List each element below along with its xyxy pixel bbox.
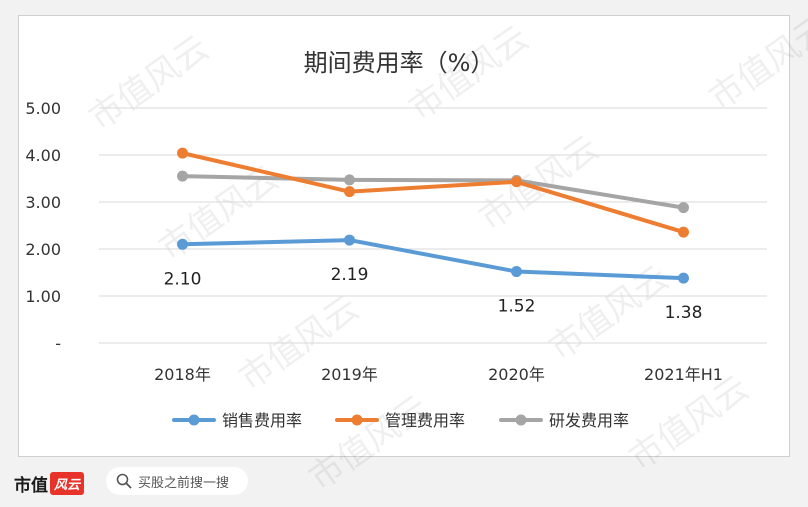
x-axis-ticks: 2018年 2019年 2020年 2021年H1: [154, 365, 723, 384]
y-tick-label: 3.00: [25, 193, 61, 212]
series-line: [180, 151, 686, 235]
y-axis-ticks: - 1.00 2.00 3.00 4.00 5.00: [25, 99, 61, 353]
data-point: [177, 238, 188, 250]
data-point: [511, 176, 522, 188]
data-point: [344, 174, 355, 186]
legend-label: 研发费用率: [549, 411, 629, 430]
data-point: [344, 234, 355, 246]
search-box[interactable]: 买股之前搜一搜: [106, 467, 248, 495]
legend: 销售费用率 管理费用率 研发费用率: [172, 411, 629, 430]
brand-logo: 市值 风云: [14, 470, 85, 496]
legend-swatch-marker: [351, 414, 363, 426]
data-label: 1.38: [665, 303, 703, 323]
y-tick-label: 1.00: [25, 287, 61, 306]
logo-text: 市值: [14, 475, 48, 496]
data-point: [511, 266, 522, 278]
data-label: 2.10: [164, 269, 202, 289]
series-line: [180, 238, 686, 281]
search-icon: [116, 473, 132, 489]
legend-label: 管理费用率: [385, 411, 465, 430]
data-point: [177, 170, 188, 182]
chart-title: 期间费用率（%）: [304, 49, 495, 77]
series-lines: [177, 147, 689, 284]
legend-label: 销售费用率: [222, 411, 302, 430]
legend-swatch-marker: [515, 414, 527, 426]
gridlines: [99, 107, 767, 344]
x-tick-label: 2021年H1: [644, 365, 723, 384]
x-tick-label: 2018年: [154, 365, 211, 384]
line-chart: 期间费用率（%） - 1.00 2.00 3.00 4.00 5.00 2018年 2019…: [25, 49, 767, 430]
data-label: 1.52: [498, 297, 536, 317]
y-tick-label: -: [55, 334, 61, 353]
x-tick-label: 2019年: [321, 365, 378, 384]
x-tick-label: 2020年: [488, 365, 545, 384]
data-point: [344, 186, 355, 198]
data-label: 2.19: [331, 265, 369, 285]
y-tick-label: 2.00: [25, 240, 61, 259]
footer-bar: 市值 风云 买股之前搜一搜: [0, 460, 808, 507]
data-point: [678, 272, 689, 284]
y-tick-label: 4.00: [25, 146, 61, 165]
data-point: [678, 226, 689, 238]
data-point: [678, 202, 689, 214]
series-line: [180, 174, 686, 210]
legend-swatch-marker: [188, 414, 200, 426]
data-labels: 2.10 2.19 1.52 1.38: [164, 265, 703, 323]
search-label: 买股之前搜一搜: [138, 475, 230, 491]
chart-frame: 市值风云 市值风云 市值风云 市值风云 市值风云 市值风云 市值风云 市值风云 …: [18, 8, 808, 499]
logo-badge: 风云: [50, 471, 85, 495]
data-point: [177, 147, 188, 159]
y-tick-label: 5.00: [25, 99, 61, 118]
